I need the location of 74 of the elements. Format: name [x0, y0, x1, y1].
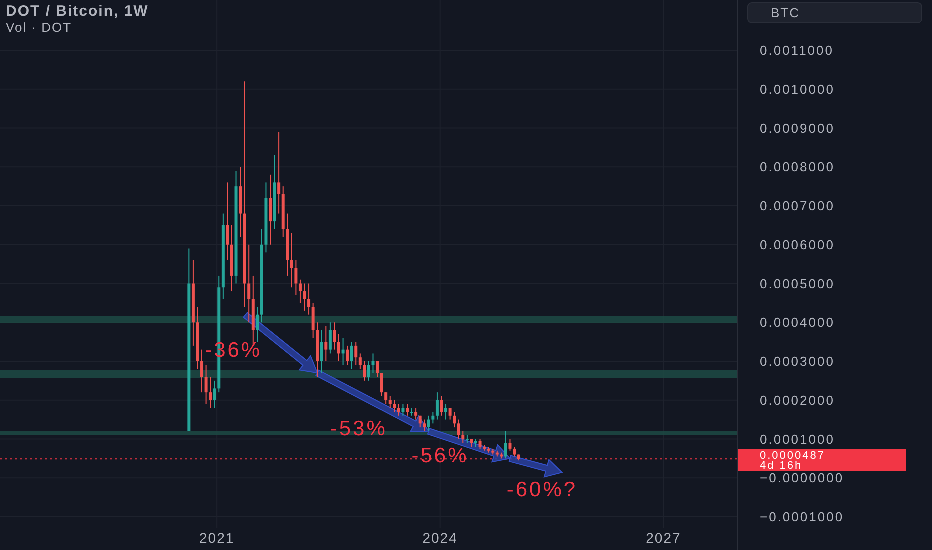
y-tick-label: −0.0000000: [760, 470, 844, 486]
ref-line-label: 0.0000487: [760, 450, 826, 462]
annotation: -56%: [412, 444, 469, 468]
candlestick: [303, 283, 306, 312]
candlestick: [320, 330, 324, 374]
candlestick: [308, 283, 311, 316]
candlestick: [354, 342, 358, 366]
candlestick: [457, 419, 460, 440]
annotation: BTC: [771, 6, 800, 21]
candlestick: [363, 360, 366, 382]
candlestick: [350, 342, 354, 370]
x-tick-label: 2027: [646, 530, 682, 546]
candlestick: [440, 396, 444, 416]
candlestick: [508, 438, 512, 452]
candlestick: [427, 415, 430, 432]
candlestick: [324, 326, 328, 362]
candlestick: [294, 260, 298, 296]
candlestick: [290, 232, 294, 288]
candlestick: [269, 174, 272, 246]
y-tick-label: 0.0003000: [760, 354, 835, 370]
candlestick: [414, 408, 418, 420]
y-tick-label: 0.0007000: [760, 198, 835, 214]
candlestick: [444, 404, 448, 420]
candlestick: [346, 345, 350, 366]
price-tag: 0.0000487 4d 16h: [738, 449, 906, 472]
candlestick: [209, 376, 212, 409]
candlestick: [453, 412, 456, 428]
candlestick: [504, 430, 508, 460]
chart-title: DOT / Bitcoin, 1W: [6, 3, 149, 20]
annotation: -60%?: [506, 478, 578, 502]
candlestick: [397, 404, 400, 416]
x-tick-label: 2021: [200, 530, 235, 546]
candlestick: [213, 380, 216, 409]
y-tick-label: −0.0001000: [760, 510, 844, 525]
candlestick: [410, 408, 414, 416]
candlestick: [406, 404, 409, 416]
candlestick: [436, 392, 439, 420]
candlestick: [278, 132, 281, 214]
annotation: -53%: [330, 417, 388, 440]
y-tick-label: 0.0001000: [760, 432, 835, 447]
candlestick: [338, 334, 340, 362]
candlestick: [226, 182, 230, 261]
candlestick: [402, 404, 405, 416]
y-tick-label: 0.0002000: [760, 392, 835, 408]
unit-button: BTC: [748, 2, 922, 24]
y-tick-label: 0.0005000: [760, 276, 835, 292]
candlestick: [513, 446, 516, 458]
candlestick: [248, 244, 251, 324]
y-tick-label: 0.0011000: [760, 43, 834, 58]
candlestick: [448, 408, 452, 420]
candlestick: [384, 392, 388, 405]
candlestick: [432, 412, 435, 424]
x-tick-label: 2024: [422, 530, 458, 546]
y-tick-label: 0.0009000: [760, 120, 835, 136]
candlestick: [256, 306, 260, 343]
candlestick: [328, 322, 332, 354]
candlestick: [367, 360, 370, 382]
y-tick-label: 0.0004000: [760, 315, 835, 330]
candlestick: [204, 364, 208, 405]
text: Vol · DOT: [6, 20, 72, 35]
candlestick: [393, 400, 396, 413]
candlestick: [376, 360, 380, 378]
candlestick: [312, 302, 315, 339]
candlestick: [333, 322, 336, 350]
candlestick: [358, 353, 362, 370]
candlestick: [478, 438, 482, 450]
y-tick-label: 0.0008000: [760, 160, 835, 175]
candlestick: [423, 419, 426, 432]
y-tick-label: 0.0006000: [760, 237, 835, 252]
candlestick: [380, 372, 384, 397]
candlestick: [200, 349, 204, 394]
y-tick-label: 0.0010000: [760, 82, 835, 97]
candlestick: [298, 279, 302, 304]
annotation: 4d 16h: [760, 460, 803, 472]
